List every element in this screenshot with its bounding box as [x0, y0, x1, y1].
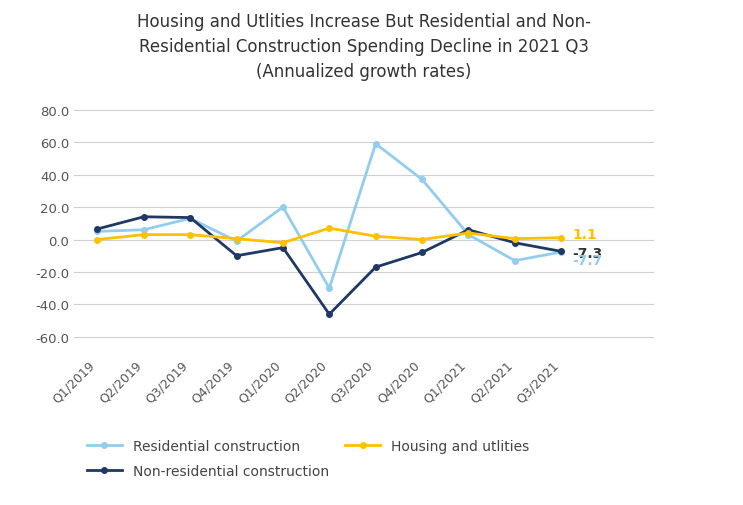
Text: -7.7: -7.7: [573, 254, 603, 268]
Legend: Residential construction, Non-residential construction, Housing and utlities: Residential construction, Non-residentia…: [81, 434, 535, 484]
Text: -7.3: -7.3: [573, 246, 603, 261]
Text: 1.1: 1.1: [573, 227, 597, 241]
Title: Housing and Utlities Increase But Residential and Non-
Residential Construction : Housing and Utlities Increase But Reside…: [137, 13, 591, 81]
